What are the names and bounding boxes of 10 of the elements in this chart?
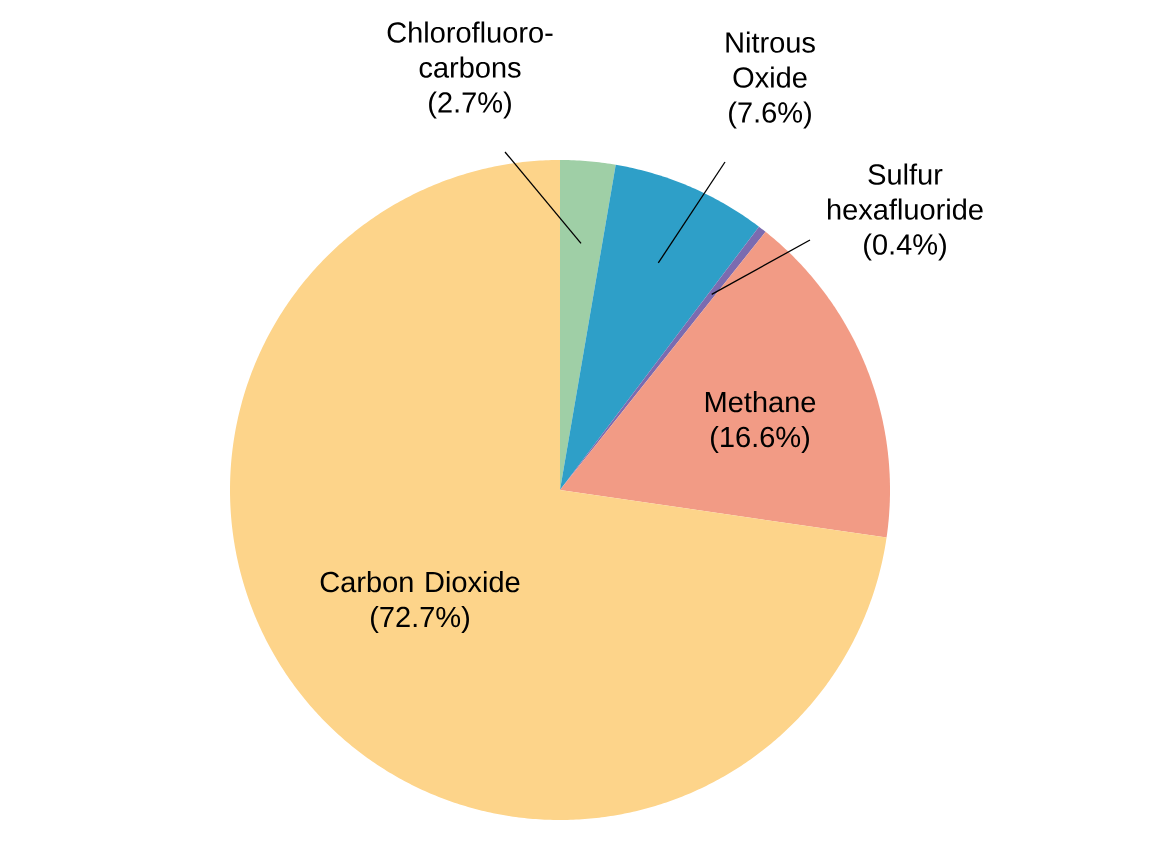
- data-label: (72.7%): [371, 605, 469, 633]
- data-label: (16.6%): [711, 425, 809, 453]
- slice-label: Methane: [705, 390, 816, 413]
- data-label: (0.4%): [864, 233, 946, 261]
- slice-label: Sulfur hexafluoride: [828, 163, 983, 220]
- slice-label: Nitrous Oxide: [726, 31, 815, 88]
- data-label: (7.6%): [729, 101, 811, 129]
- slice-label: Chlorofluoro-carbons: [387, 21, 553, 78]
- data-label: (2.7%): [429, 91, 511, 119]
- slice-label: Carbon Dioxide: [320, 570, 520, 593]
